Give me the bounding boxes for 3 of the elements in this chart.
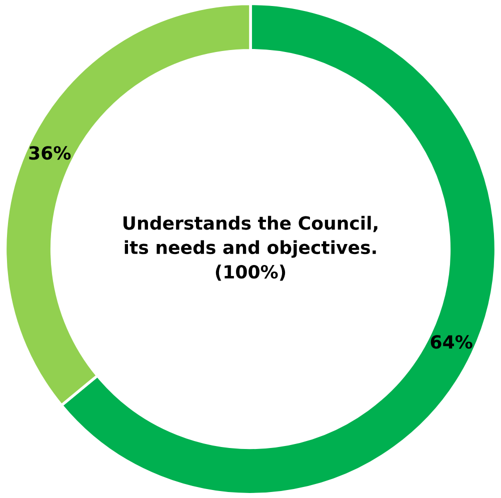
text: Understands the Council, its needs and objectives. (100%) [124,216,378,281]
data-label: 36% [29,146,71,160]
data-label: 64% [430,335,472,349]
